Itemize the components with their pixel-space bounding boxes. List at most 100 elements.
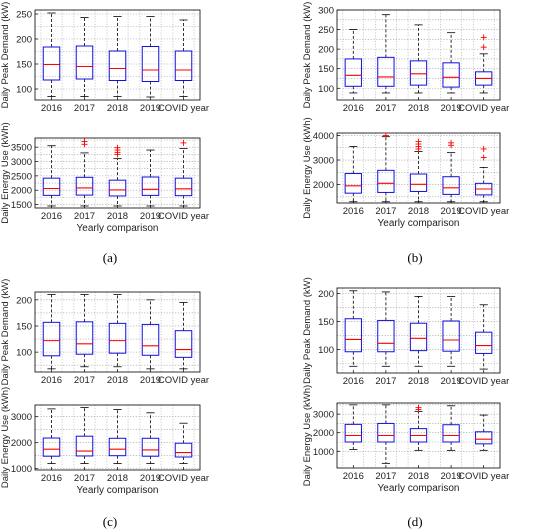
- x-tick-label: 2019: [441, 471, 462, 482]
- iqr-box: [377, 422, 395, 443]
- iqr-box: [42, 321, 61, 357]
- x-tick-label: 2017: [375, 206, 396, 217]
- x-tick-label: COVID year: [458, 206, 509, 217]
- iqr-box: [442, 320, 460, 352]
- x-tick-label: 2017: [74, 375, 95, 386]
- box-2018: [108, 16, 127, 97]
- outlier-marker: [415, 404, 422, 411]
- iqr-box: [141, 46, 160, 82]
- iqr-box: [174, 50, 193, 81]
- y-tick-label: 200: [318, 45, 334, 56]
- iqr-box: [75, 321, 94, 355]
- iqr-box: [42, 46, 61, 81]
- iqr-box: [475, 431, 493, 445]
- box-2019: [442, 32, 460, 94]
- y-tick-label: 100: [318, 345, 334, 356]
- box-2019: [442, 405, 460, 451]
- iqr-box: [174, 442, 193, 458]
- iqr-box: [108, 322, 127, 354]
- y-axis-label: Daily Peak Demand (kW): [302, 277, 313, 384]
- box-2019: [442, 295, 460, 367]
- iqr-box: [42, 437, 61, 457]
- x-tick-label: 2016: [41, 103, 62, 114]
- box-covid-year: [475, 145, 493, 203]
- x-tick-label: 2018: [107, 211, 128, 222]
- box-2019: [141, 299, 160, 370]
- outlier-marker: [415, 138, 422, 145]
- y-tick-label: 2000: [11, 186, 32, 197]
- outlier-marker: [480, 44, 487, 51]
- box-2016: [42, 408, 61, 464]
- y-tick-label: 200: [318, 289, 334, 300]
- iqr-box: [442, 62, 460, 88]
- y-tick-label: 250: [318, 25, 334, 36]
- x-tick-label: 2018: [408, 103, 429, 114]
- outlier-marker: [480, 154, 487, 161]
- y-tick-label: 1000: [313, 447, 334, 458]
- x-tick-label: 2016: [343, 103, 364, 114]
- iqr-box: [475, 331, 493, 354]
- y-tick-label: 200: [16, 295, 32, 306]
- iqr-box: [377, 56, 395, 87]
- iqr-box: [377, 169, 395, 193]
- box-2016: [344, 404, 362, 450]
- y-tick-label: 2000: [313, 428, 334, 439]
- iqr-box: [75, 435, 94, 457]
- box-2016: [344, 146, 362, 203]
- x-tick-label: 2018: [107, 103, 128, 114]
- x-axis-label: Yearly comparison: [77, 223, 159, 234]
- x-tick-label: 2017: [74, 211, 95, 222]
- x-tick-label: 2017: [375, 376, 396, 387]
- iqr-box: [344, 318, 362, 353]
- x-tick-label: 2016: [41, 375, 62, 386]
- box-covid-year: [174, 422, 193, 464]
- iqr-box: [409, 322, 428, 352]
- box-covid-year: [174, 139, 193, 207]
- x-tick-label: 2019: [140, 473, 161, 484]
- y-axis-label: Daily Energy Use (kWh): [302, 117, 313, 218]
- x-tick-label: 2017: [375, 471, 396, 482]
- caption-c: (c): [103, 514, 117, 529]
- y-tick-label: 100: [16, 348, 32, 359]
- x-tick-label: 2016: [343, 206, 364, 217]
- box-covid-year: [475, 414, 493, 451]
- box-2018: [409, 138, 428, 203]
- box-2017: [75, 138, 94, 207]
- y-axis-label: Daily Energy Use (kWh): [0, 387, 11, 488]
- iqr-box: [108, 179, 127, 197]
- iqr-box: [75, 176, 94, 196]
- caption-b: (b): [407, 250, 422, 265]
- caption-a: (a): [103, 250, 117, 265]
- box-2018: [409, 295, 428, 367]
- x-tick-label: COVID year: [458, 471, 509, 482]
- x-tick-label: 2018: [408, 206, 429, 217]
- y-tick-label: 150: [16, 60, 32, 71]
- y-tick-label: 2000: [313, 180, 334, 191]
- box-2018: [108, 294, 127, 368]
- iqr-box: [42, 177, 61, 196]
- box-2016: [42, 294, 61, 370]
- y-tick-label: 1500: [11, 200, 32, 211]
- x-tick-label: COVID year: [158, 375, 209, 386]
- x-tick-label: 2016: [41, 473, 62, 484]
- x-tick-label: COVID year: [458, 103, 509, 114]
- iqr-box: [174, 177, 193, 197]
- y-tick-label: 3500: [11, 143, 32, 154]
- box-2017: [75, 407, 94, 464]
- x-axis-label: Yearly comparison: [378, 483, 460, 494]
- x-tick-label: 2018: [107, 473, 128, 484]
- outlier-marker: [480, 145, 487, 152]
- iqr-box: [108, 437, 127, 457]
- outlier-marker: [180, 139, 187, 146]
- x-tick-label: 2017: [74, 473, 95, 484]
- box-covid-year: [174, 302, 193, 370]
- box-2019: [141, 149, 160, 207]
- outlier-marker: [480, 34, 487, 41]
- box-2017: [377, 14, 395, 94]
